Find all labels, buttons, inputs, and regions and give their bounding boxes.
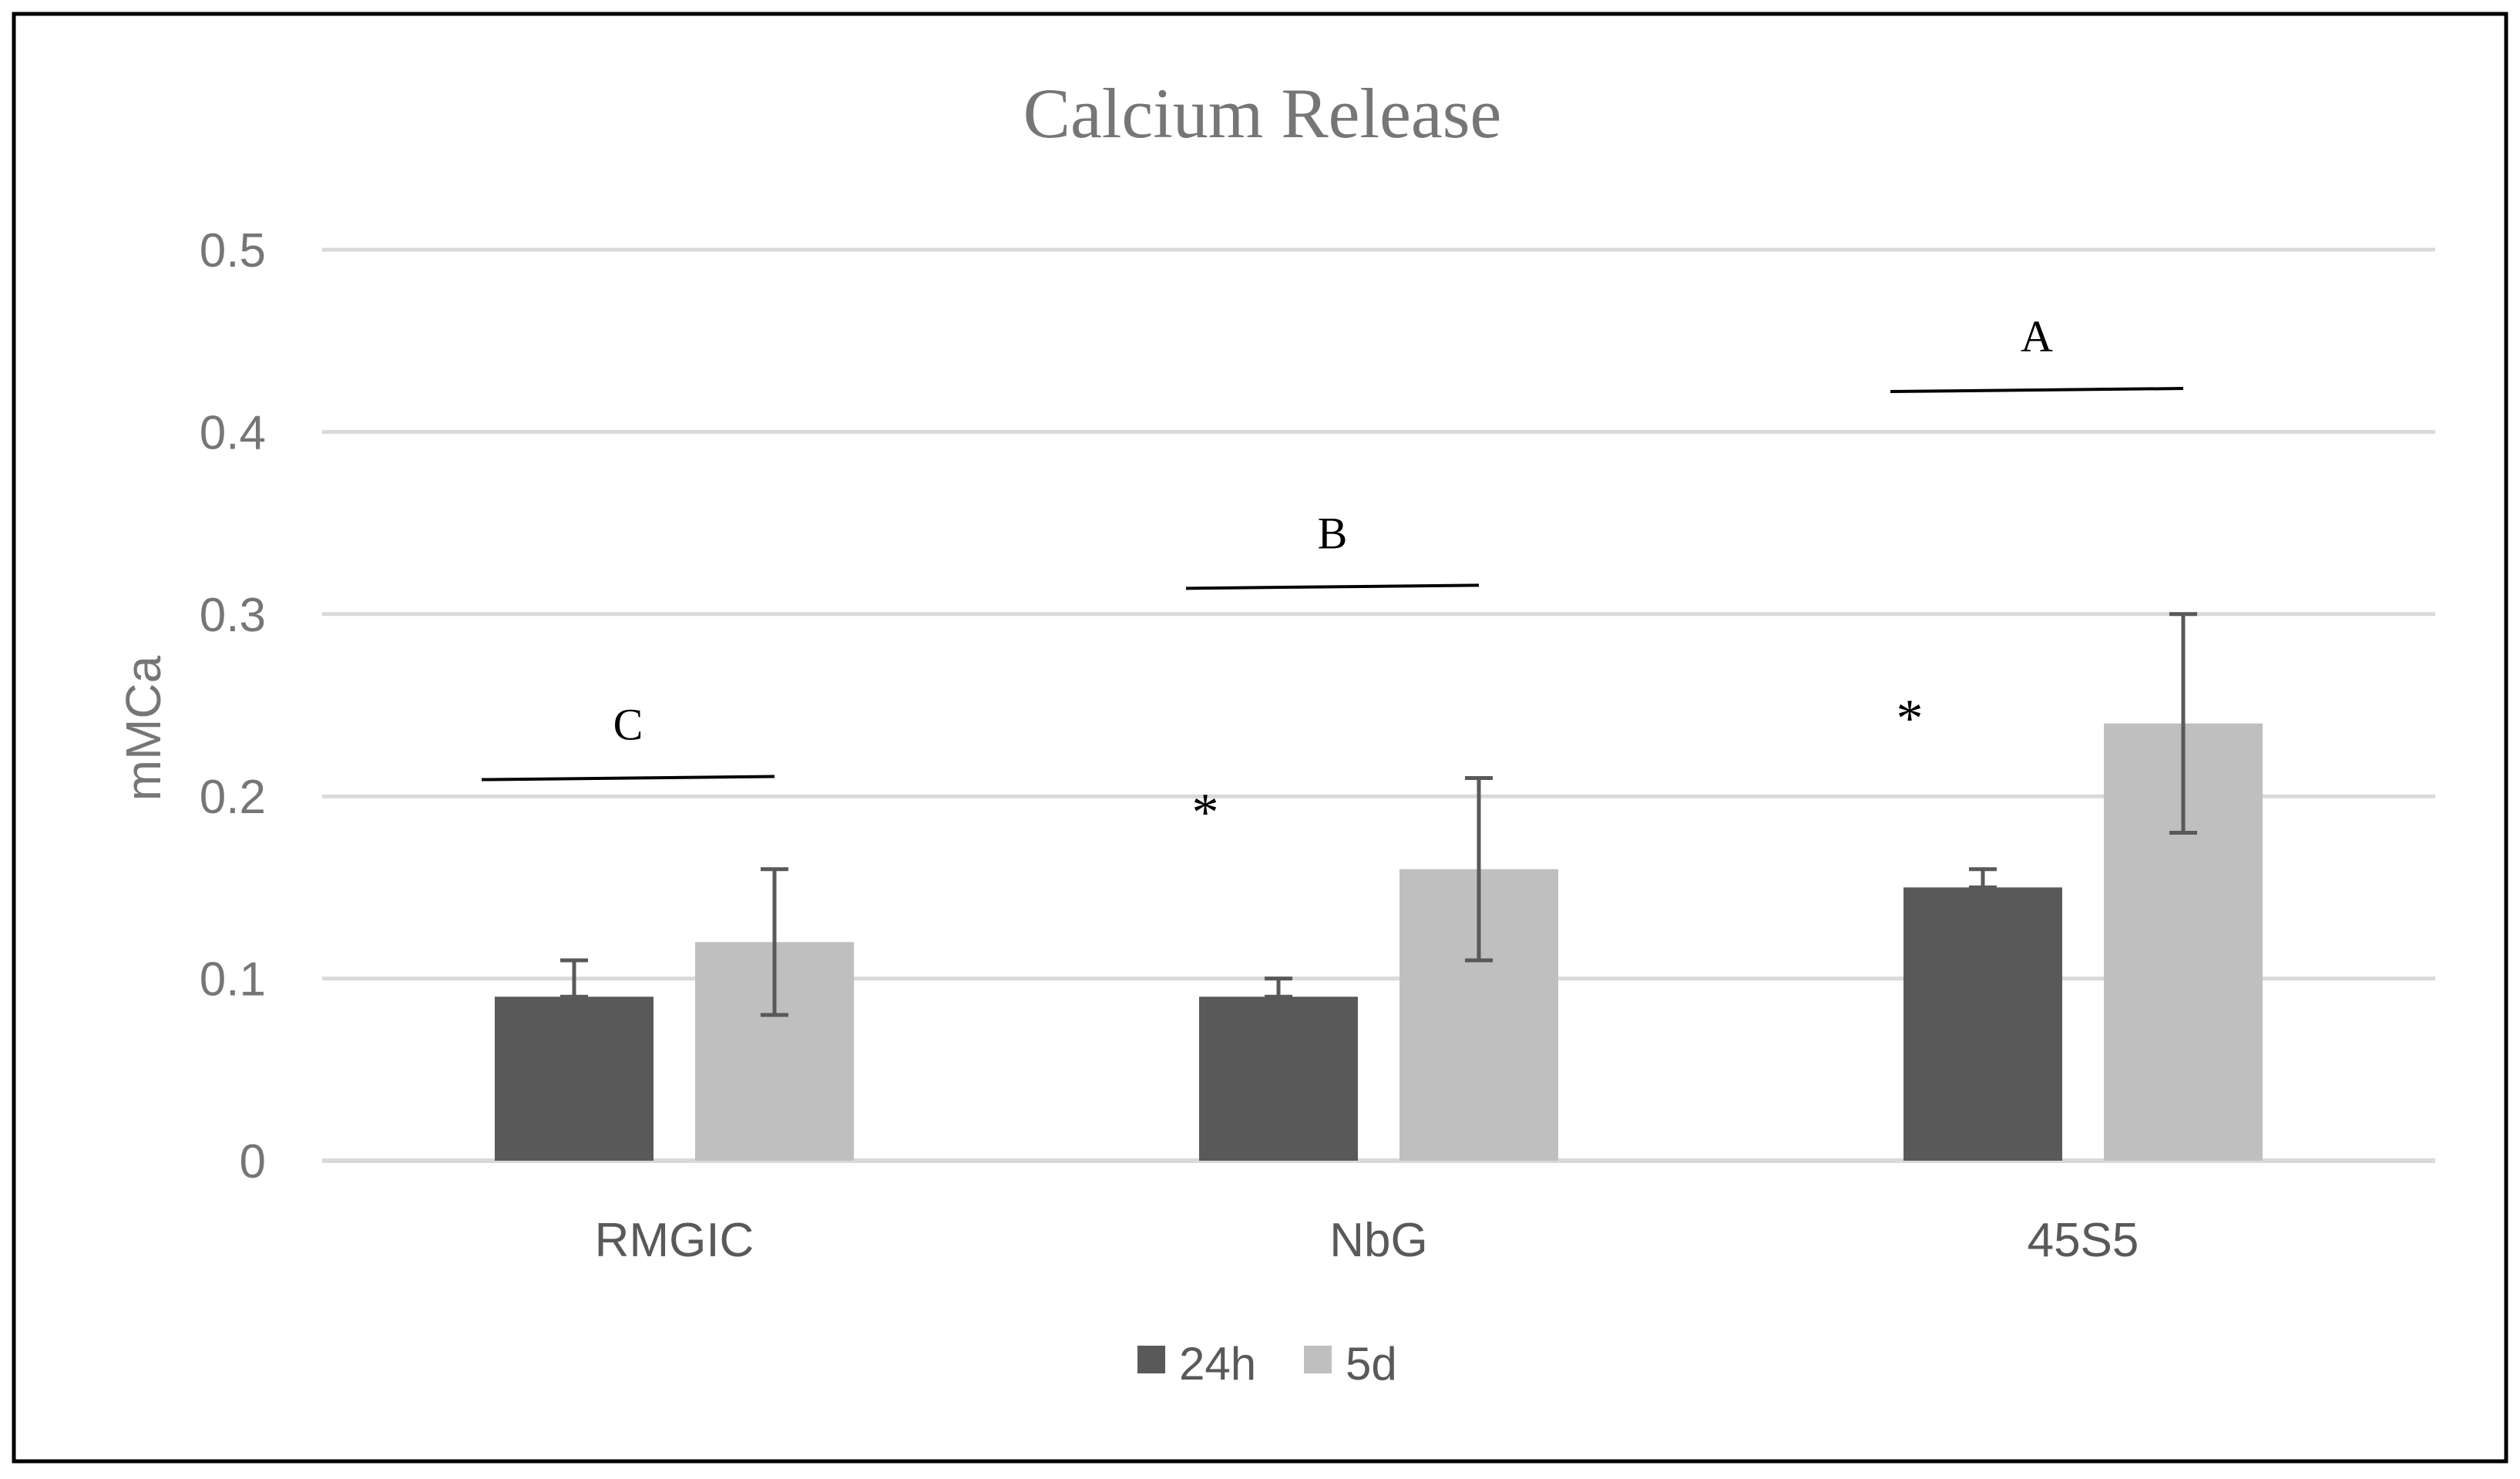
significance-line: [1185, 583, 1480, 590]
bar-24h-nbg: [1199, 997, 1358, 1161]
y-axis-ticks: 0 0.1 0.2 0.3 0.4 0.5: [200, 224, 266, 1188]
group-letter: C: [613, 700, 643, 750]
asterisk-annotation: *: [1897, 689, 1924, 748]
error-bars: [560, 612, 2197, 1017]
group-letter: B: [1318, 508, 1348, 558]
y-axis-label: mMCa: [116, 655, 171, 801]
y-tick-label: 0.5: [200, 224, 266, 277]
bars: [495, 723, 2263, 1161]
group-letter: A: [2021, 311, 2053, 361]
x-tick-label: NbG: [1329, 1214, 1427, 1267]
chart-title: Calcium Release: [1023, 74, 1502, 153]
gridlines: [322, 247, 2435, 1163]
chart-border: [12, 12, 2508, 1464]
bar-24h-rmgic: [495, 997, 654, 1161]
legend: 24h 5d: [1137, 1338, 1397, 1390]
annotations: C B A * *: [481, 311, 2184, 842]
y-tick-label: 0.3: [200, 589, 266, 642]
y-tick-label: 0.1: [200, 953, 266, 1007]
bar-24h-45s5: [1903, 887, 2062, 1161]
significance-line: [1890, 387, 2184, 394]
legend-label-24h: 24h: [1179, 1338, 1256, 1390]
legend-label-5d: 5d: [1346, 1338, 1397, 1390]
y-tick-label: 0: [240, 1135, 266, 1188]
legend-swatch-5d: [1304, 1346, 1332, 1373]
x-tick-label: RMGIC: [595, 1214, 754, 1267]
x-axis-ticks: RMGIC NbG 45S5: [595, 1214, 2139, 1267]
asterisk-annotation: *: [1192, 783, 1219, 842]
y-tick-label: 0.4: [200, 406, 266, 459]
y-tick-label: 0.2: [200, 771, 266, 824]
x-tick-label: 45S5: [2028, 1214, 2139, 1267]
significance-line: [481, 775, 775, 782]
legend-swatch-24h: [1137, 1346, 1165, 1373]
